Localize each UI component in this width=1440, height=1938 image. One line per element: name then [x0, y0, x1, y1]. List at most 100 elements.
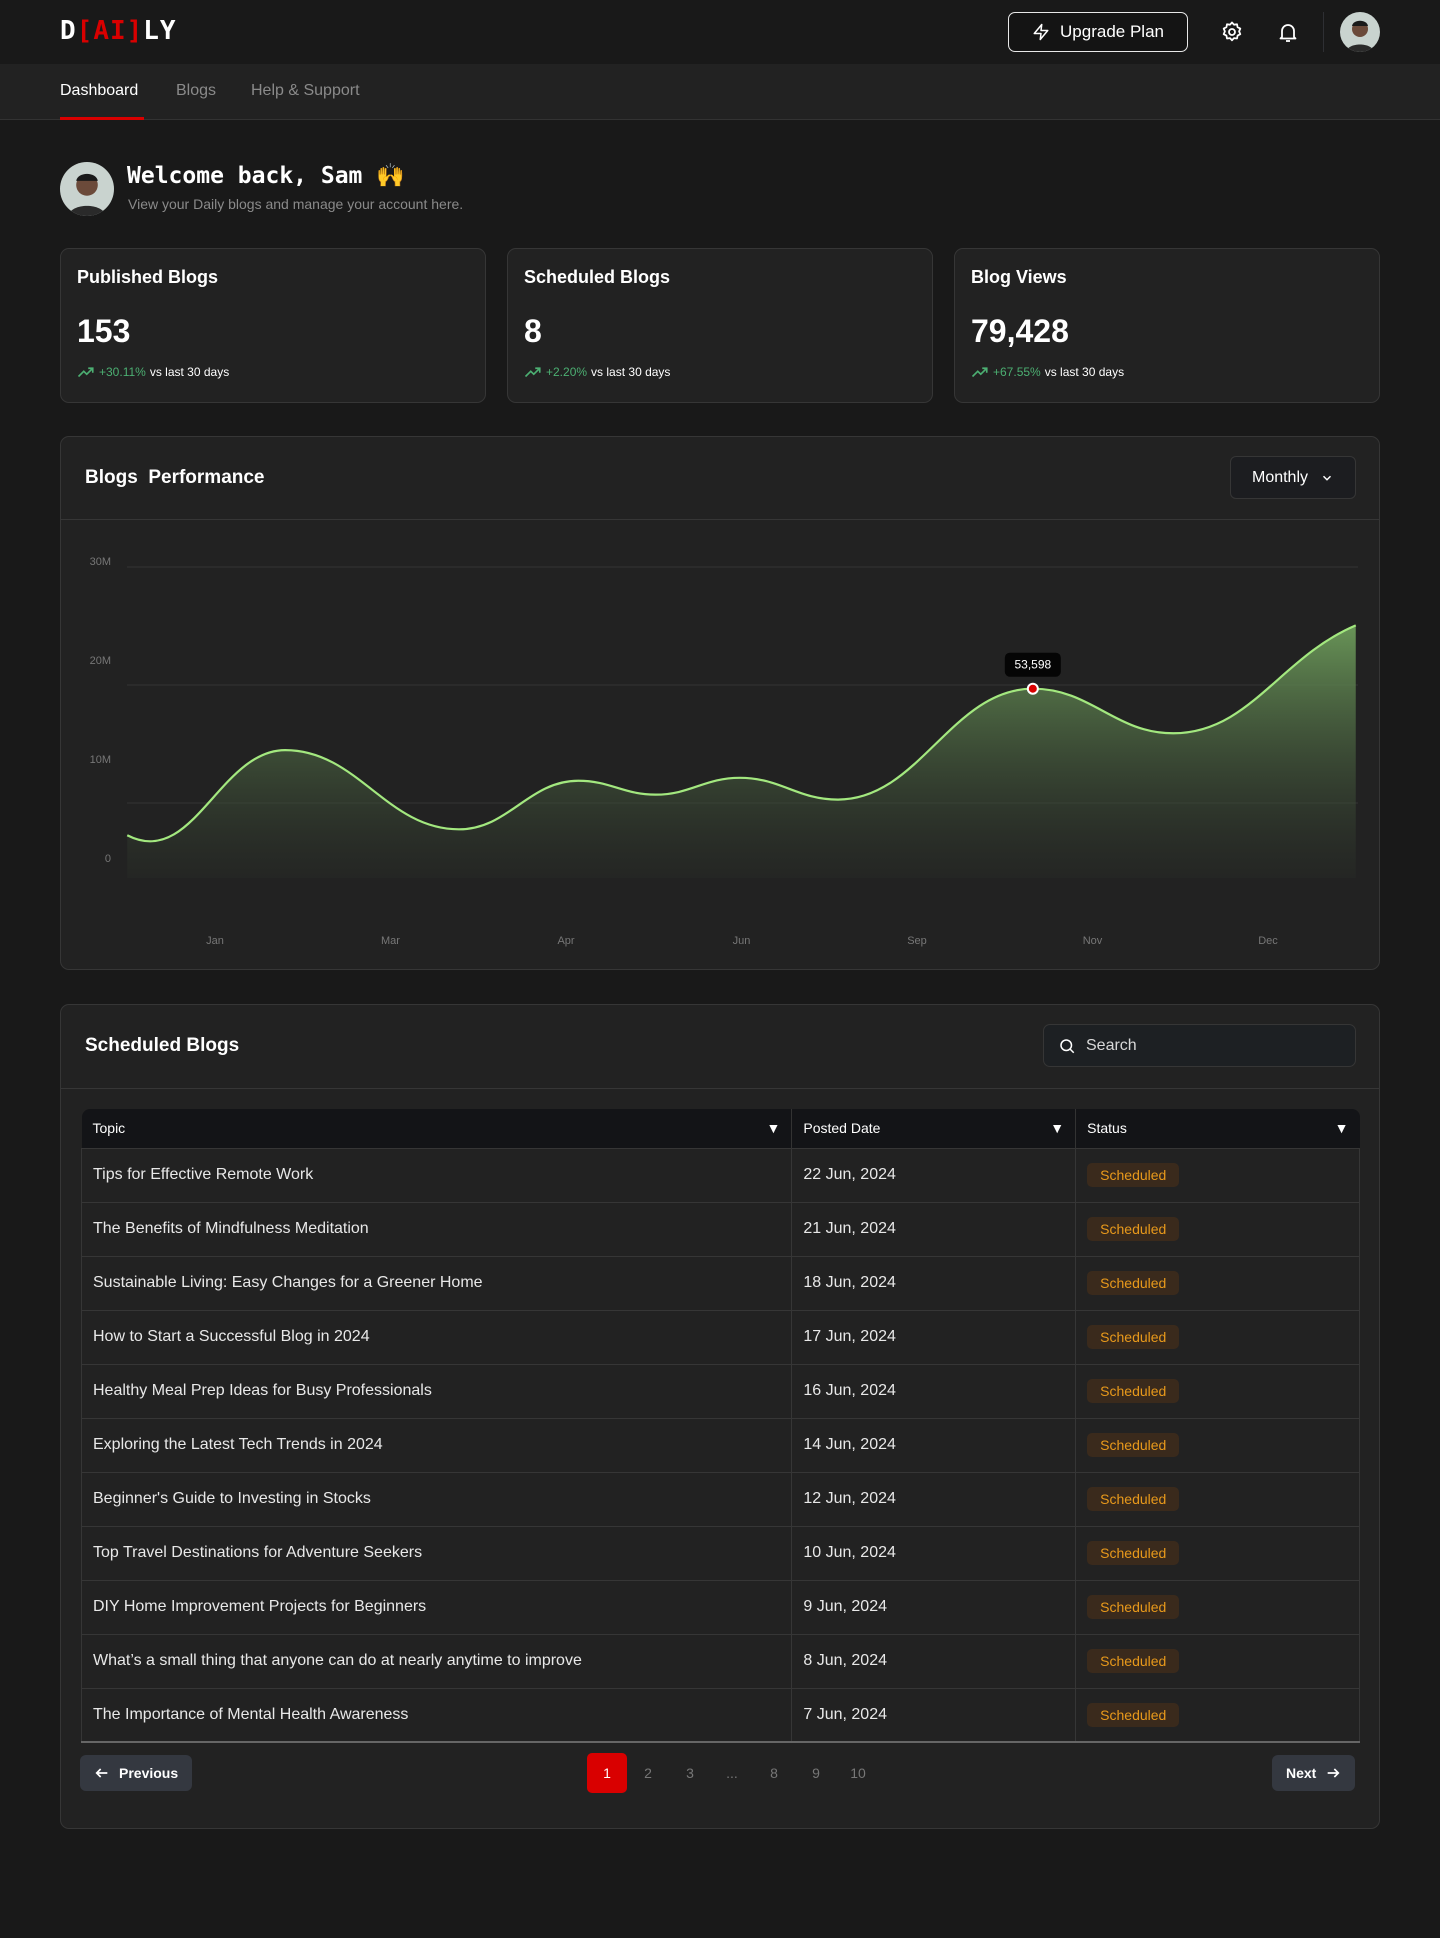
column-label: Status: [1087, 1120, 1127, 1137]
status-badge: Scheduled: [1087, 1702, 1180, 1727]
search-input[interactable]: [1086, 1036, 1336, 1055]
date-cell: 16 Jun, 2024: [791, 1363, 1077, 1418]
sort-caret-icon: ▼: [1334, 1120, 1349, 1137]
status-badge: Scheduled: [1087, 1379, 1180, 1403]
bell-icon[interactable]: [1276, 20, 1300, 44]
page-button[interactable]: 9: [812, 1765, 820, 1781]
trending-up-icon: [77, 367, 94, 378]
range-dropdown[interactable]: Monthly: [1230, 456, 1356, 499]
column-header-topic[interactable]: Topic ▼: [81, 1109, 793, 1148]
logo-text: D: [60, 16, 77, 46]
stat-period: vs last 30 days: [591, 365, 671, 379]
performance-chart: 30M 20M 10M 0 Jan Mar Apr Jun Sep Nov Dec 53,598: [90, 556, 1358, 947]
stat-value: 153: [77, 313, 131, 349]
active-tab-indicator: [60, 117, 144, 120]
highlight-point: [1026, 682, 1039, 695]
topic-cell: The Importance of Mental Health Awarenes…: [80, 1687, 793, 1743]
welcome-avatar: [60, 162, 114, 216]
trending-up-icon: [971, 367, 988, 378]
logo-text: [: [76, 16, 94, 46]
status-badge: Scheduled: [1087, 1271, 1180, 1295]
next-label: Next: [1286, 1765, 1317, 1781]
page-button[interactable]: 1: [587, 1753, 627, 1793]
table-row[interactable]: Beginner's Guide to Investing in Stocks …: [80, 1471, 1360, 1526]
performance-title: Blogs Performance: [85, 467, 265, 488]
person-icon: [68, 173, 106, 216]
next-button[interactable]: Next: [1272, 1755, 1356, 1791]
date-cell: 14 Jun, 2024: [791, 1417, 1077, 1472]
stat-card: Published Blogs 153 +30.11% vs last 30 d…: [60, 248, 486, 403]
status-badge: Scheduled: [1087, 1433, 1180, 1457]
performance-card: Blogs Performance Monthly 30M 20M 10M 0 Jan M…: [60, 436, 1380, 970]
arrow-left-icon: [95, 1768, 108, 1778]
column-header-status[interactable]: Status ▼: [1075, 1109, 1360, 1148]
date-cell: 21 Jun, 2024: [791, 1201, 1077, 1256]
table-row[interactable]: The Benefits of Mindfulness Meditation 2…: [80, 1201, 1360, 1256]
status-badge: Scheduled: [1087, 1163, 1180, 1187]
scheduled-header: Scheduled Blogs: [61, 1005, 1379, 1089]
x-tick-label: Jan: [206, 935, 224, 947]
main-nav: Dashboard Blogs Help & Support: [0, 64, 1440, 120]
table-row[interactable]: Sustainable Living: Easy Changes for a G…: [80, 1255, 1360, 1310]
table-row[interactable]: Exploring the Latest Tech Trends in 2024…: [80, 1417, 1360, 1472]
page-button[interactable]: 3: [686, 1765, 694, 1781]
tooltip: [1004, 652, 1061, 677]
tab-help-support[interactable]: Help & Support: [251, 82, 360, 99]
tooltip-value: 53,598: [1014, 658, 1051, 672]
x-tick-label: Nov: [1083, 935, 1103, 947]
table-row[interactable]: How to Start a Successful Blog in 2024 1…: [80, 1309, 1360, 1364]
page-button[interactable]: 10: [850, 1765, 866, 1781]
logo[interactable]: D[AI]LY: [60, 16, 177, 46]
scheduled-title: Scheduled Blogs: [85, 1035, 240, 1056]
stat-card: Blog Views 79,428 +67.55% vs last 30 day…: [954, 248, 1380, 403]
search-box[interactable]: [1043, 1024, 1356, 1067]
person-icon: [1346, 20, 1374, 52]
table-row[interactable]: Healthy Meal Prep Ideas for Busy Profess…: [80, 1363, 1360, 1418]
stat-card: Scheduled Blogs 8 +2.20% vs last 30 days: [507, 248, 933, 403]
page-button[interactable]: 8: [770, 1765, 778, 1781]
tab-dashboard[interactable]: Dashboard: [60, 82, 139, 99]
status-badge: Scheduled: [1087, 1325, 1180, 1349]
sort-caret-icon: ▼: [766, 1120, 781, 1137]
upgrade-plan-label: Upgrade Plan: [1060, 22, 1164, 41]
status-cell: Scheduled: [1075, 1309, 1360, 1364]
y-tick-label: 20M: [90, 655, 111, 667]
trending-up-icon: [524, 367, 541, 378]
divider: [1323, 12, 1324, 52]
x-tick-label: Mar: [381, 935, 400, 947]
upgrade-plan-button[interactable]: Upgrade Plan: [1008, 12, 1188, 52]
column-header-posted-date[interactable]: Posted Date ▼: [791, 1109, 1077, 1148]
topic-cell: Healthy Meal Prep Ideas for Busy Profess…: [80, 1363, 793, 1418]
previous-button[interactable]: Previous: [80, 1755, 193, 1791]
x-tick-label: Apr: [557, 935, 574, 947]
table-row[interactable]: DIY Home Improvement Projects for Beginn…: [80, 1579, 1360, 1634]
date-cell: 8 Jun, 2024: [791, 1633, 1077, 1688]
logo-text: ]: [126, 16, 144, 46]
x-tick-label: Jun: [733, 935, 751, 947]
stat-title: Scheduled Blogs: [524, 267, 671, 287]
page-button[interactable]: 2: [644, 1765, 652, 1781]
date-cell: 7 Jun, 2024: [791, 1687, 1077, 1743]
previous-label: Previous: [119, 1765, 179, 1781]
stat-trend: +67.55% vs last 30 days: [971, 365, 1124, 379]
date-cell: 17 Jun, 2024: [791, 1309, 1077, 1364]
topic-cell: How to Start a Successful Blog in 2024: [80, 1309, 793, 1364]
scheduled-blogs-card: Scheduled Blogs Topic ▼ Posted Date ▼ Stat…: [60, 1004, 1380, 1829]
status-cell: Scheduled: [1075, 1471, 1360, 1526]
area-fill: [127, 625, 1356, 878]
scheduled-table: Topic ▼ Posted Date ▼ Status ▼ Tips for Eff…: [80, 1109, 1360, 1743]
gear-icon[interactable]: [1220, 20, 1244, 44]
topic-cell: Beginner's Guide to Investing in Stocks: [80, 1471, 793, 1526]
status-cell: Scheduled: [1075, 1417, 1360, 1472]
tab-blogs[interactable]: Blogs: [176, 82, 217, 99]
welcome-subtitle: View your Daily blogs and manage your ac…: [128, 196, 464, 212]
table-row[interactable]: Tips for Effective Remote Work 22 Jun, 2…: [80, 1147, 1360, 1202]
user-avatar[interactable]: [1340, 12, 1380, 52]
status-cell: Scheduled: [1075, 1201, 1360, 1256]
table-row[interactable]: The Importance of Mental Health Awarenes…: [80, 1687, 1360, 1743]
stat-period: vs last 30 days: [1044, 365, 1125, 379]
table-row[interactable]: Top Travel Destinations for Adventure Se…: [80, 1525, 1360, 1580]
table-row[interactable]: What’s a small thing that anyone can do …: [80, 1633, 1360, 1688]
status-cell: Scheduled: [1075, 1687, 1360, 1743]
x-tick-label: Sep: [907, 935, 927, 947]
